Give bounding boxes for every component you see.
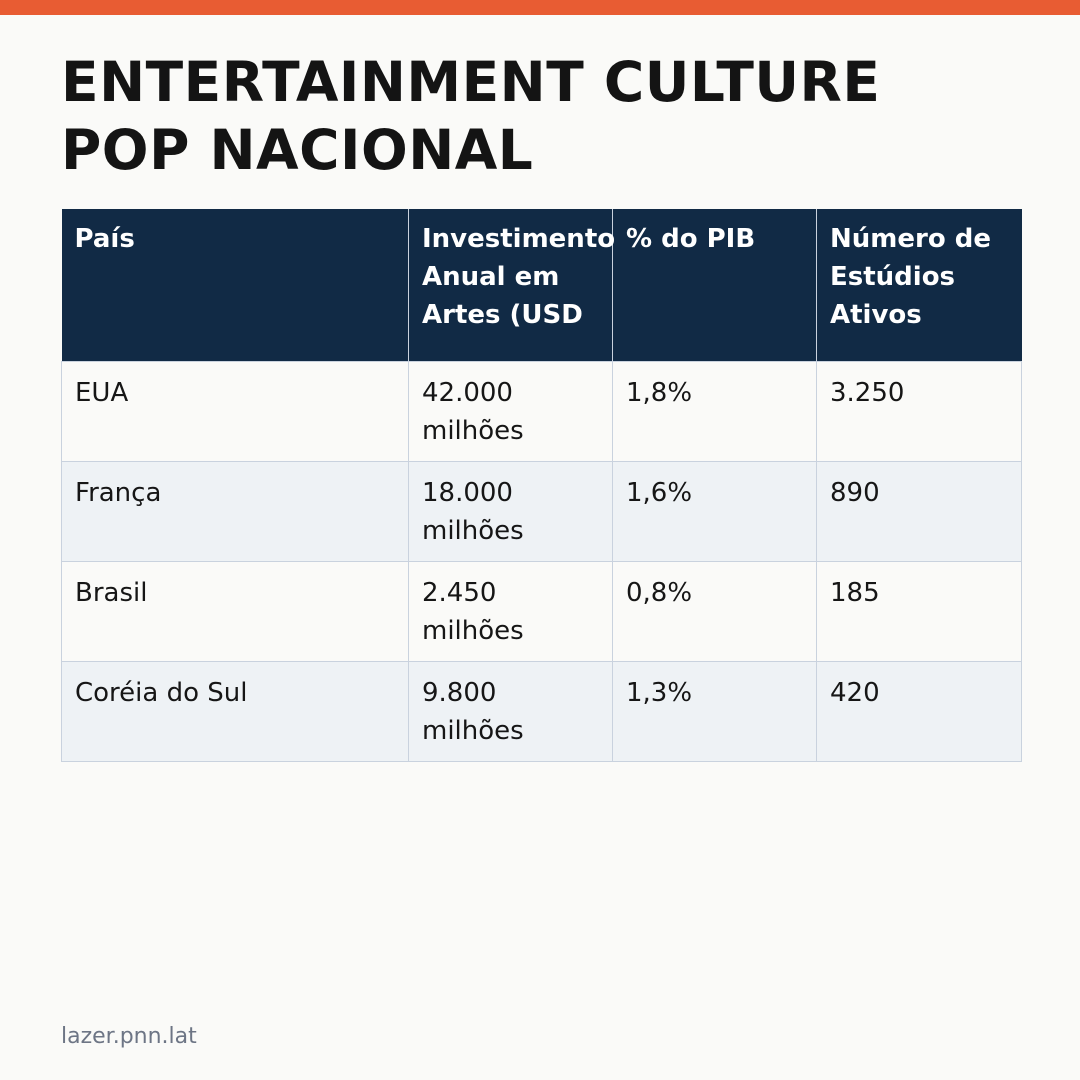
cell-gdp-share: 1,3% [612, 660, 817, 762]
top-accent-bar [0, 0, 1080, 15]
cell-studios: 890 [816, 460, 1022, 562]
title-line-1: ENTERTAINMENT CULTURE [61, 50, 881, 114]
cell-country: França [61, 460, 409, 562]
cell-studios: 185 [816, 560, 1022, 662]
cell-country: Coréia do Sul [61, 660, 409, 762]
page-title: ENTERTAINMENT CULTURE POP NACIONAL [61, 48, 1041, 184]
cell-investment: 18.000 milhões [408, 460, 613, 562]
data-table: País Investimento Anual em Artes (USD % … [61, 209, 1022, 762]
header-active-studios: Número de Estúdios Ativos [816, 209, 1022, 361]
title-line-2: POP NACIONAL [61, 118, 534, 182]
header-gdp-share: % do PIB [612, 209, 817, 361]
cell-country: Brasil [61, 560, 409, 662]
cell-country: EUA [61, 360, 409, 462]
table-row: Coréia do Sul 9.800 milhões 1,3% 420 [61, 660, 1022, 762]
cell-investment: 9.800 milhões [408, 660, 613, 762]
header-country: País [61, 209, 409, 361]
table-row: França 18.000 milhões 1,6% 890 [61, 460, 1022, 562]
table-row: Brasil 2.450 milhões 0,8% 185 [61, 560, 1022, 662]
cell-gdp-share: 1,6% [612, 460, 817, 562]
cell-investment: 2.450 milhões [408, 560, 613, 662]
header-annual-investment: Investimento Anual em Artes (USD [408, 209, 615, 361]
cell-gdp-share: 1,8% [612, 360, 817, 462]
cell-gdp-share: 0,8% [612, 560, 817, 662]
cell-studios: 420 [816, 660, 1022, 762]
cell-investment: 42.000 milhões [408, 360, 613, 462]
table-row: EUA 42.000 milhões 1,8% 3.250 [61, 360, 1022, 462]
footer-source: lazer.pnn.lat [61, 1024, 197, 1049]
cell-studios: 3.250 [816, 360, 1022, 462]
table-header-row: País Investimento Anual em Artes (USD % … [61, 209, 1022, 361]
